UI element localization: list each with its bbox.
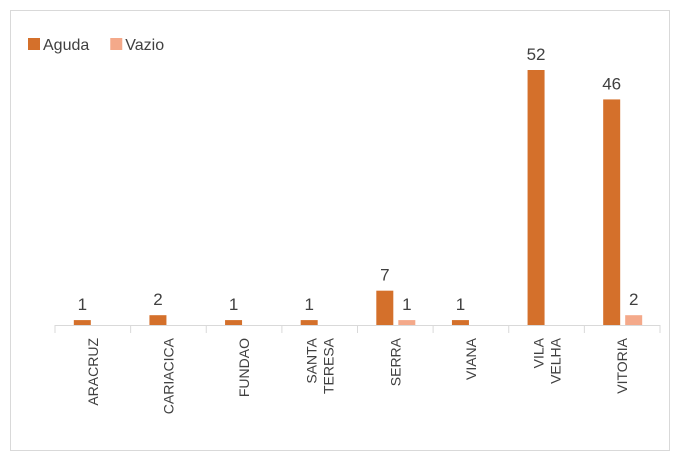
bar <box>300 320 318 325</box>
x-tick-label: VILAVELHA <box>531 337 564 384</box>
data-label: 2 <box>629 290 638 309</box>
data-label: 46 <box>602 74 621 93</box>
data-label: 52 <box>527 45 546 64</box>
x-tick-label: FUNDAO <box>236 338 252 397</box>
legend-label: Aguda <box>43 37 89 54</box>
data-label: 1 <box>229 295 238 314</box>
data-label: 1 <box>304 295 313 314</box>
bar <box>451 320 469 325</box>
data-label: 1 <box>78 295 87 314</box>
bar <box>376 290 394 325</box>
bar <box>149 315 167 325</box>
legend-swatch <box>110 38 123 50</box>
data-label: 1 <box>402 295 411 314</box>
data-label: 7 <box>380 266 389 285</box>
chart-frame <box>10 10 670 451</box>
x-tick-label: VITORIA <box>614 337 630 393</box>
bar <box>398 320 416 325</box>
bar <box>603 99 621 325</box>
bar <box>625 315 643 325</box>
x-tick-label: CARIACICA <box>160 337 176 414</box>
x-tick-label: SANTATERESA <box>304 337 337 394</box>
data-label: 1 <box>456 295 465 314</box>
x-tick-label: VIANA <box>463 337 479 380</box>
bar <box>527 70 545 325</box>
legend-swatch <box>28 38 40 50</box>
x-tick-label: SERRA <box>387 337 403 386</box>
data-label: 2 <box>153 290 162 309</box>
x-tick-label: ARACRUZ <box>85 338 101 406</box>
bar <box>225 320 243 325</box>
legend-label: Vazio <box>125 37 164 54</box>
bar <box>73 320 91 325</box>
